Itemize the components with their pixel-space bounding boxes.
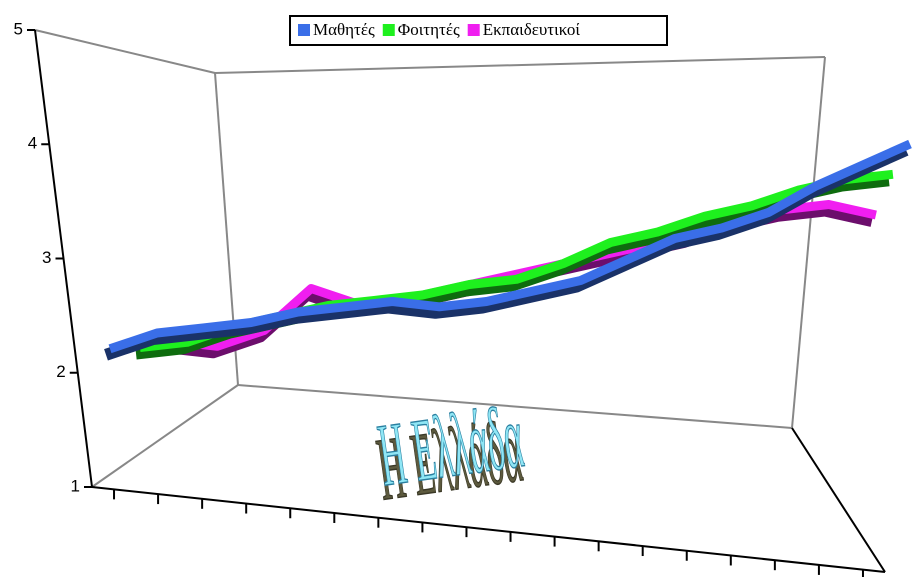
legend-box [289,15,668,46]
legend-label: Μαθητές [313,20,375,39]
y-tick-label: 2 [56,362,65,381]
legend-swatch [382,24,395,36]
annotation-shadow: Η Ελλάδα [371,400,527,519]
y-tick-label: 5 [14,19,23,38]
y-tick-label: 3 [42,248,51,267]
annotation: Η Ελλάδα Η Ελλάδα [371,385,529,519]
legend-swatch [467,24,480,36]
legend-label: Φοιτητές [398,20,460,39]
annotation-text: Η Ελλάδα [373,386,529,505]
y-tick-label: 4 [28,134,37,153]
y-tick-label: 1 [71,476,80,495]
legend-label: Εκπαιδευτικοί [483,20,581,39]
chart-box [34,29,826,488]
ribbon [108,139,912,354]
legend-swatch [298,24,310,36]
